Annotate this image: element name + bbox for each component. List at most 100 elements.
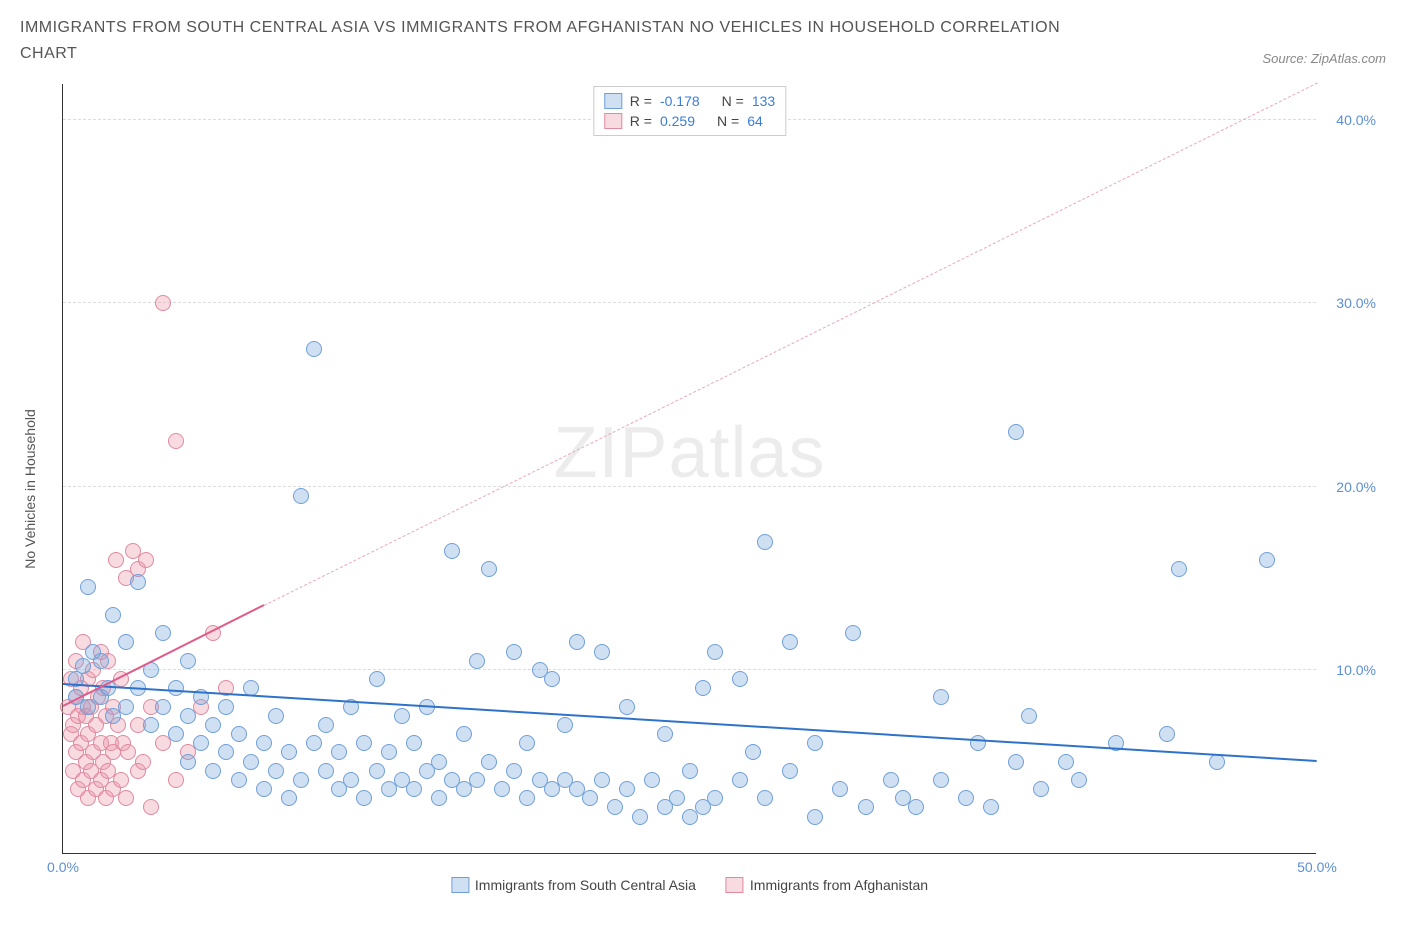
point-south-central-asia (1058, 754, 1074, 770)
point-south-central-asia (544, 671, 560, 687)
r-label: R = (630, 93, 652, 109)
point-south-central-asia (644, 772, 660, 788)
point-south-central-asia (506, 763, 522, 779)
r-value: 0.259 (660, 113, 695, 129)
point-south-central-asia (619, 781, 635, 797)
watermark: ZIPatlas (553, 412, 825, 494)
point-south-central-asia (369, 763, 385, 779)
plot-area: R =-0.178N =133R =0.259N =64 ZIPatlas Im… (62, 84, 1316, 854)
r-label: R = (630, 113, 652, 129)
point-afghanistan (138, 552, 154, 568)
point-south-central-asia (983, 799, 999, 815)
point-south-central-asia (845, 625, 861, 641)
x-tick-label: 50.0% (1297, 859, 1337, 875)
point-south-central-asia (256, 781, 272, 797)
point-south-central-asia (318, 717, 334, 733)
point-south-central-asia (695, 680, 711, 696)
point-south-central-asia (557, 717, 573, 733)
point-south-central-asia (256, 735, 272, 751)
point-south-central-asia (782, 634, 798, 650)
point-afghanistan (118, 790, 134, 806)
stats-legend-row: R =-0.178N =133 (604, 91, 775, 111)
point-afghanistan (135, 754, 151, 770)
n-value: 64 (747, 113, 763, 129)
point-south-central-asia (431, 790, 447, 806)
point-south-central-asia (594, 644, 610, 660)
point-south-central-asia (757, 534, 773, 550)
point-south-central-asia (1159, 726, 1175, 742)
point-afghanistan (108, 552, 124, 568)
y-tick-label: 40.0% (1336, 112, 1376, 128)
point-south-central-asia (669, 790, 685, 806)
point-afghanistan (168, 772, 184, 788)
point-south-central-asia (569, 634, 585, 650)
point-south-central-asia (306, 341, 322, 357)
point-afghanistan (168, 433, 184, 449)
series-legend-label: Immigrants from Afghanistan (750, 877, 928, 893)
point-south-central-asia (180, 708, 196, 724)
y-axis-label: No Vehicles in Household (22, 409, 38, 569)
point-south-central-asia (745, 744, 761, 760)
point-south-central-asia (908, 799, 924, 815)
point-south-central-asia (143, 717, 159, 733)
series-legend: Immigrants from South Central Asia Immigr… (451, 877, 928, 893)
watermark-atlas: atlas (668, 413, 825, 493)
point-south-central-asia (519, 790, 535, 806)
point-afghanistan (113, 772, 129, 788)
point-south-central-asia (168, 726, 184, 742)
point-south-central-asia (506, 644, 522, 660)
point-south-central-asia (180, 754, 196, 770)
point-south-central-asia (281, 744, 297, 760)
point-south-central-asia (1033, 781, 1049, 797)
source-label: Source: ZipAtlas.com (1262, 51, 1386, 66)
point-south-central-asia (1171, 561, 1187, 577)
point-south-central-asia (858, 799, 874, 815)
series-legend-item: Immigrants from Afghanistan (726, 877, 928, 893)
legend-swatch (726, 877, 744, 893)
point-south-central-asia (243, 754, 259, 770)
point-south-central-asia (155, 625, 171, 641)
point-south-central-asia (958, 790, 974, 806)
point-south-central-asia (1071, 772, 1087, 788)
point-south-central-asia (469, 653, 485, 669)
point-south-central-asia (218, 744, 234, 760)
chart-container: No Vehicles in Household R =-0.178N =133… (20, 74, 1386, 904)
stats-legend: R =-0.178N =133R =0.259N =64 (593, 86, 786, 136)
point-south-central-asia (118, 699, 134, 715)
point-south-central-asia (406, 781, 422, 797)
r-value: -0.178 (660, 93, 700, 109)
point-south-central-asia (807, 735, 823, 751)
point-south-central-asia (343, 772, 359, 788)
n-value: 133 (752, 93, 775, 109)
point-south-central-asia (933, 689, 949, 705)
point-south-central-asia (331, 744, 347, 760)
point-south-central-asia (394, 708, 410, 724)
point-south-central-asia (369, 671, 385, 687)
point-south-central-asia (306, 735, 322, 751)
point-south-central-asia (356, 790, 372, 806)
point-south-central-asia (732, 671, 748, 687)
point-south-central-asia (594, 772, 610, 788)
point-south-central-asia (469, 772, 485, 788)
point-south-central-asia (832, 781, 848, 797)
point-south-central-asia (707, 790, 723, 806)
point-afghanistan (143, 799, 159, 815)
point-afghanistan (155, 295, 171, 311)
point-south-central-asia (406, 735, 422, 751)
point-south-central-asia (619, 699, 635, 715)
point-south-central-asia (494, 781, 510, 797)
stats-legend-row: R =0.259N =64 (604, 111, 775, 131)
y-tick-label: 20.0% (1336, 479, 1376, 495)
trendline-south-central-asia (63, 683, 1317, 762)
point-south-central-asia (444, 543, 460, 559)
point-south-central-asia (582, 790, 598, 806)
point-south-central-asia (218, 699, 234, 715)
y-tick-label: 30.0% (1336, 295, 1376, 311)
x-tick-label: 0.0% (47, 859, 79, 875)
point-south-central-asia (180, 653, 196, 669)
point-south-central-asia (970, 735, 986, 751)
legend-swatch (451, 877, 469, 893)
point-south-central-asia (155, 699, 171, 715)
point-south-central-asia (231, 726, 247, 742)
series-legend-item: Immigrants from South Central Asia (451, 877, 696, 893)
